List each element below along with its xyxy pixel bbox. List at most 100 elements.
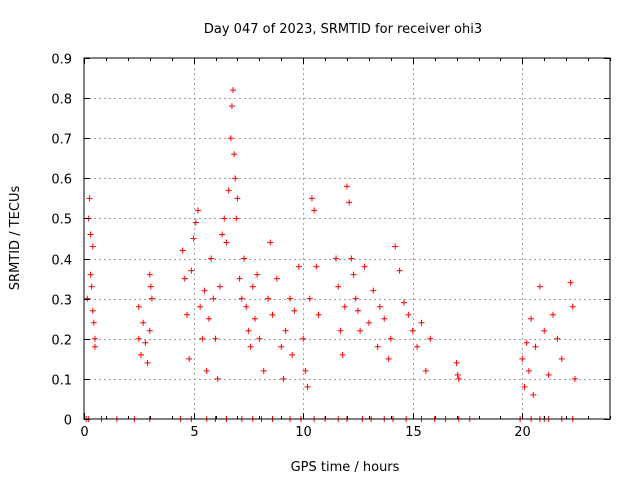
data-point bbox=[354, 307, 361, 314]
data-point bbox=[558, 355, 565, 362]
data-point bbox=[86, 195, 93, 202]
data-point bbox=[192, 219, 199, 226]
data-point bbox=[357, 327, 364, 334]
data-point bbox=[427, 335, 434, 342]
data-point bbox=[381, 315, 388, 322]
y-axis-label: SRMTID / TECUs bbox=[8, 186, 23, 291]
data-point bbox=[414, 343, 421, 350]
y-tick-label: 0.6 bbox=[51, 173, 72, 188]
data-point bbox=[541, 327, 548, 334]
data-point bbox=[188, 267, 195, 274]
data-point bbox=[532, 343, 539, 350]
y-tick-label: 0.8 bbox=[51, 93, 72, 108]
data-point bbox=[231, 151, 238, 158]
plot-frame bbox=[83, 57, 611, 420]
data-point bbox=[337, 327, 344, 334]
data-point bbox=[306, 295, 313, 302]
data-point bbox=[269, 311, 276, 318]
data-point bbox=[190, 235, 197, 242]
data-point bbox=[528, 315, 535, 322]
data-point bbox=[238, 295, 245, 302]
data-point bbox=[201, 287, 208, 294]
grid bbox=[84, 58, 610, 419]
data-point bbox=[335, 283, 342, 290]
x-tick-label: 20 bbox=[514, 425, 531, 440]
data-point bbox=[405, 311, 412, 318]
data-point bbox=[179, 247, 186, 254]
data-point bbox=[194, 207, 201, 214]
data-point bbox=[147, 283, 154, 290]
data-point bbox=[267, 239, 274, 246]
data-point bbox=[236, 275, 243, 282]
data-point bbox=[315, 311, 322, 318]
data-point bbox=[87, 271, 94, 278]
data-point bbox=[361, 263, 368, 270]
data-point bbox=[205, 315, 212, 322]
data-point bbox=[251, 315, 258, 322]
data-point bbox=[348, 255, 355, 262]
data-point bbox=[313, 263, 320, 270]
data-point bbox=[210, 295, 217, 302]
data-point bbox=[225, 187, 232, 194]
data-point bbox=[89, 307, 96, 314]
data-point bbox=[280, 375, 287, 382]
data-point bbox=[260, 367, 267, 374]
y-tick-label: 0.4 bbox=[51, 254, 72, 269]
data-point bbox=[247, 343, 254, 350]
data-point bbox=[273, 275, 280, 282]
data-point bbox=[302, 367, 309, 374]
data-point bbox=[265, 295, 272, 302]
data-point bbox=[300, 335, 307, 342]
y-tick-label: 0.5 bbox=[51, 213, 72, 228]
y-tick-label: 0 bbox=[64, 414, 72, 429]
data-point bbox=[227, 135, 234, 142]
data-point bbox=[282, 327, 289, 334]
data-point bbox=[197, 303, 204, 310]
data-point bbox=[308, 195, 315, 202]
x-tick-label: 10 bbox=[295, 425, 312, 440]
data-point bbox=[232, 175, 239, 182]
data-point bbox=[341, 303, 348, 310]
y-tick-label: 0.2 bbox=[51, 334, 72, 349]
data-point bbox=[184, 311, 191, 318]
data-point bbox=[278, 343, 285, 350]
data-point bbox=[137, 351, 144, 358]
data-point bbox=[295, 263, 302, 270]
data-point bbox=[88, 283, 95, 290]
data-point bbox=[525, 367, 532, 374]
data-point bbox=[304, 383, 311, 390]
y-tick-label: 0.7 bbox=[51, 133, 72, 148]
data-point bbox=[339, 351, 346, 358]
data-point bbox=[212, 335, 219, 342]
data-point bbox=[140, 319, 147, 326]
data-point bbox=[409, 327, 416, 334]
data-point bbox=[523, 339, 530, 346]
data-point bbox=[521, 383, 528, 390]
data-point bbox=[370, 287, 377, 294]
data-point bbox=[208, 255, 215, 262]
y-tick-label: 0.3 bbox=[51, 294, 72, 309]
data-point bbox=[569, 303, 576, 310]
data-point bbox=[519, 355, 526, 362]
data-point bbox=[146, 271, 153, 278]
data-point bbox=[228, 103, 235, 110]
data-point bbox=[365, 319, 372, 326]
data-point bbox=[454, 371, 461, 378]
data-point bbox=[350, 271, 357, 278]
data-point bbox=[144, 359, 151, 366]
data-point bbox=[311, 207, 318, 214]
data-point bbox=[91, 335, 98, 342]
data-point bbox=[254, 271, 261, 278]
data-point bbox=[374, 343, 381, 350]
data-point bbox=[90, 319, 97, 326]
x-tick-label: 15 bbox=[405, 425, 422, 440]
data-point bbox=[135, 335, 142, 342]
data-point bbox=[214, 375, 221, 382]
data-point bbox=[422, 367, 429, 374]
data-point bbox=[291, 307, 298, 314]
data-point bbox=[240, 255, 247, 262]
data-point bbox=[234, 195, 241, 202]
data-point bbox=[453, 359, 460, 366]
data-point bbox=[230, 87, 237, 94]
chart-title: Day 047 of 2023, SRMTID for receiver ohi… bbox=[204, 22, 482, 37]
